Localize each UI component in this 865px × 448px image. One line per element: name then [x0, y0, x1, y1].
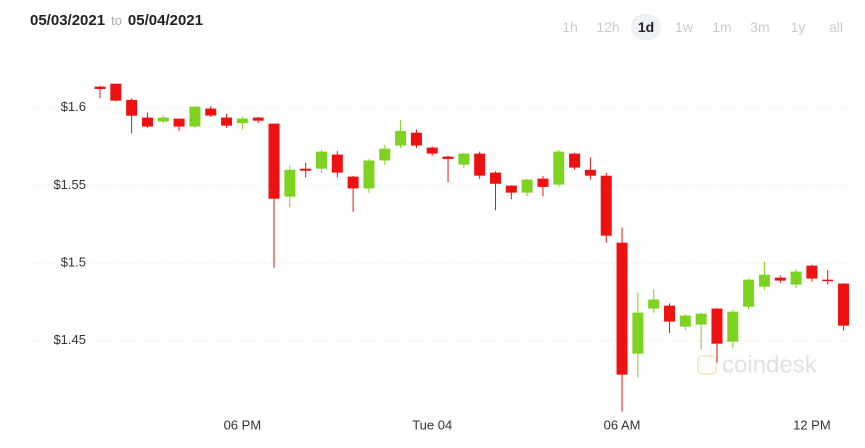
candle-body	[806, 265, 818, 279]
candle-body	[173, 118, 185, 127]
candle-body	[110, 83, 122, 101]
candle-body	[426, 147, 438, 154]
range-button[interactable]: 1y	[790, 19, 806, 35]
candle-body	[490, 172, 501, 184]
candle-body	[252, 117, 264, 121]
from-date: 05/03/2021	[30, 12, 106, 29]
candle-body	[205, 108, 217, 116]
candle-body	[743, 279, 755, 307]
range-button[interactable]: 1w	[675, 19, 693, 35]
range-button[interactable]: 12h	[596, 19, 620, 35]
candle-body	[679, 315, 691, 327]
candle-body	[141, 117, 153, 127]
candle-body	[553, 151, 565, 185]
candle-body	[664, 305, 676, 322]
candle-body	[569, 153, 581, 168]
date-range: 05/03/2021 to 05/04/2021	[30, 12, 203, 29]
candle-body	[379, 148, 391, 161]
y-tick-label: $1.5	[61, 254, 86, 269]
to-date: 05/04/2021	[127, 12, 203, 29]
candle-body	[458, 153, 470, 165]
candle-body	[711, 308, 723, 344]
candle-body	[442, 156, 454, 159]
candle-body	[790, 271, 802, 285]
candle-body	[838, 283, 850, 326]
candle-body	[774, 277, 786, 281]
range-button[interactable]: 3m	[750, 19, 770, 35]
range-button[interactable]: all	[828, 19, 843, 35]
candle-body	[632, 312, 644, 354]
candle-body	[331, 154, 343, 173]
x-tick-label: 06 PM	[224, 417, 262, 432]
y-tick-label: $1.6	[61, 99, 86, 114]
candle-body	[300, 168, 312, 171]
x-tick-label: 12 PM	[793, 417, 831, 432]
candle-body	[758, 274, 770, 287]
to-word: to	[111, 13, 122, 28]
candle-body	[157, 117, 169, 122]
candle-body	[189, 106, 201, 127]
candle-body	[236, 118, 248, 124]
range-button[interactable]: 1m	[712, 19, 732, 35]
candle-body	[315, 151, 327, 169]
range-selector: 1h 12h 1d 1w 1m 3m 1y all	[551, 14, 855, 40]
candle-body	[727, 311, 739, 342]
candle-body	[600, 175, 612, 236]
candle-body	[822, 279, 834, 282]
y-tick-label: $1.45	[53, 332, 86, 347]
candle-body	[648, 299, 660, 309]
candle-body	[521, 179, 533, 193]
y-tick-label: $1.55	[53, 177, 86, 192]
range-button[interactable]: 1h	[562, 19, 578, 35]
candle-body	[221, 117, 233, 126]
candle-body	[347, 176, 359, 189]
candle-body	[284, 169, 296, 197]
candle-body	[695, 313, 707, 325]
candle-body	[616, 242, 628, 375]
candle-body	[474, 153, 486, 176]
candle-body	[268, 123, 280, 199]
watermark-text: coindesk	[722, 351, 818, 378]
watermark-icon	[697, 355, 717, 375]
candle-body	[537, 178, 549, 187]
candle-body	[410, 132, 422, 146]
range-button[interactable]: 1d	[631, 14, 661, 40]
candle-body	[505, 185, 517, 193]
candle-body	[126, 99, 138, 116]
x-tick-label: Tue 04	[412, 417, 452, 432]
candle-body	[94, 86, 106, 89]
candle-body	[584, 169, 596, 176]
x-tick-label: 06 AM	[604, 417, 641, 432]
candle-body	[363, 160, 375, 189]
candle-body	[395, 130, 407, 146]
watermark: coindesk	[697, 351, 818, 378]
